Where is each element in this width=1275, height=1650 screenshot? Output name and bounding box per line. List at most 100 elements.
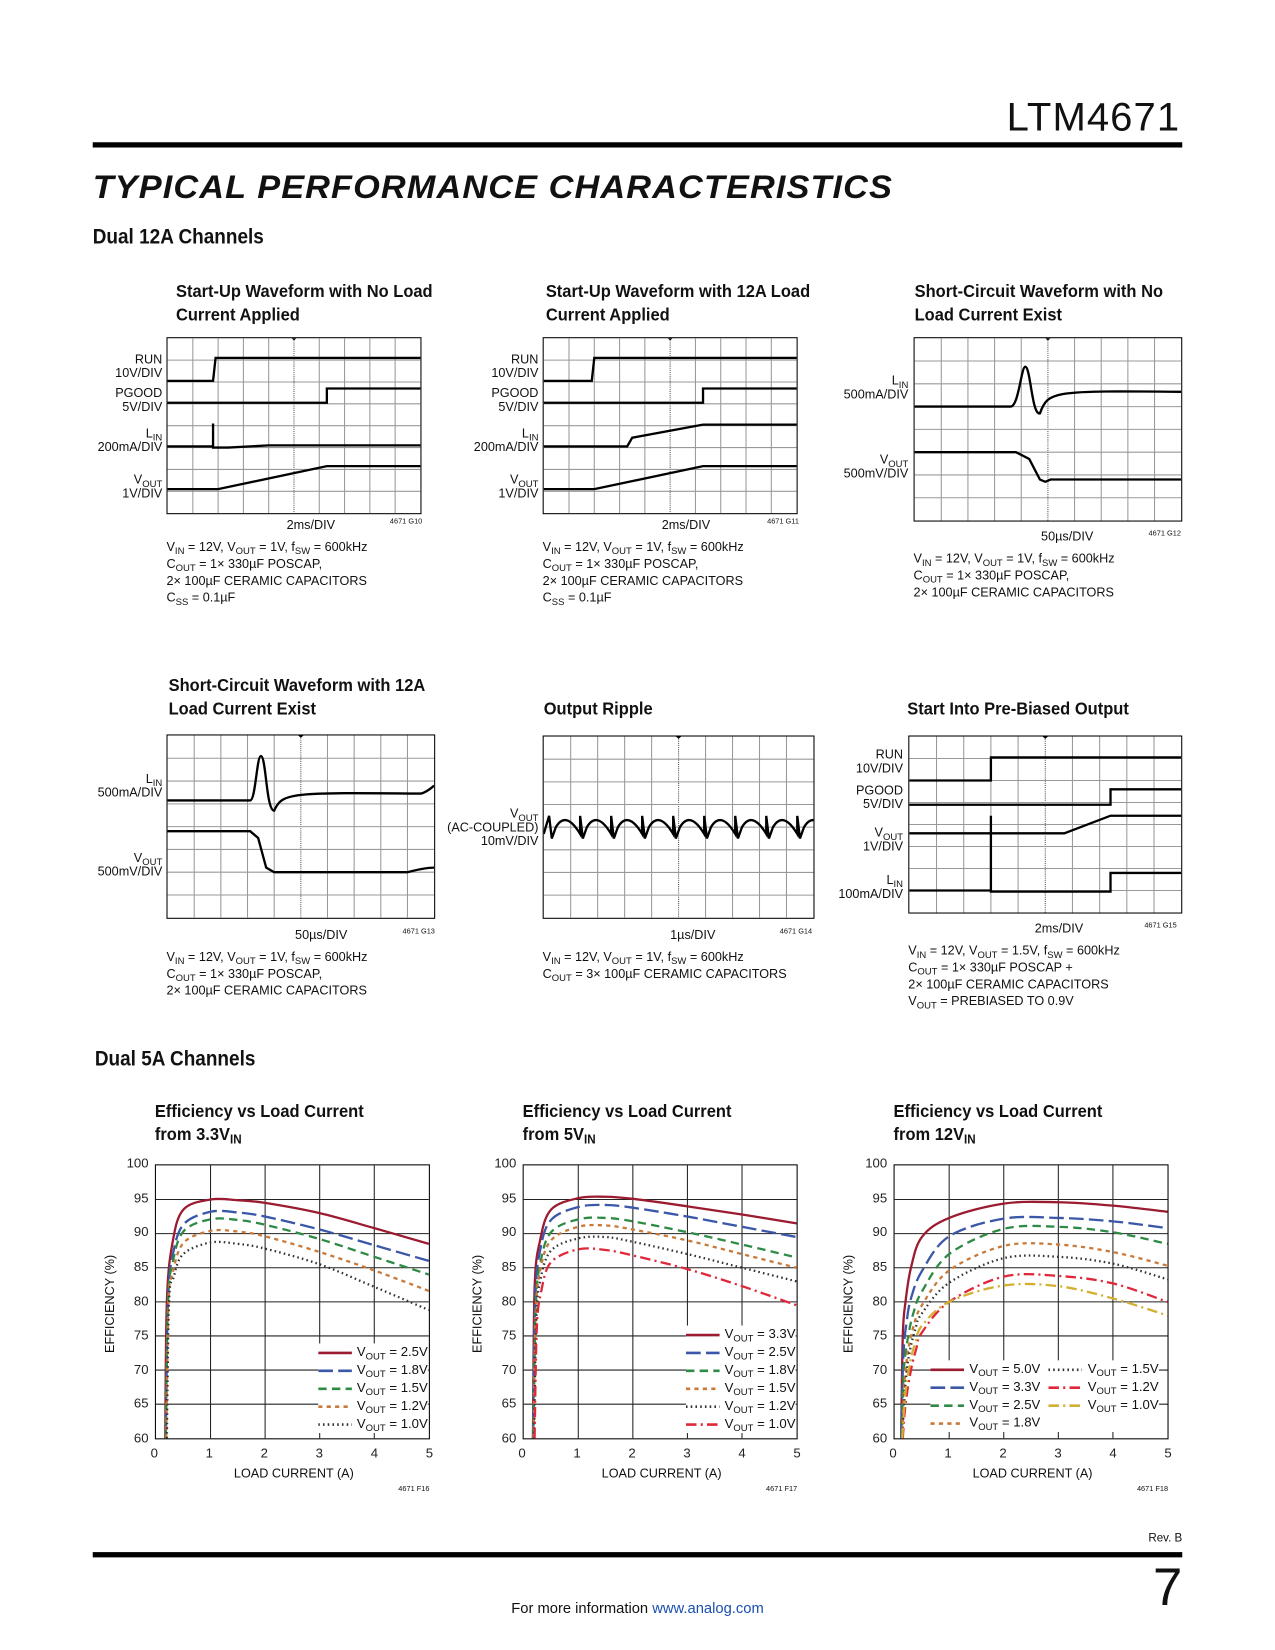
- oscilloscope-plot: [166, 734, 436, 919]
- y-tick-label: 80: [872, 1293, 888, 1309]
- series-line-vout-1-2v: [532, 1235, 797, 1439]
- section-title: TYPICAL PERFORMANCE CHARACTERISTICS: [92, 168, 894, 206]
- y-axis-label: EFFICIENCY (%): [840, 1254, 856, 1353]
- channel-label: VOUT 1V/DIV: [862, 825, 904, 854]
- legend-entry: VOUT = 3.3V: [930, 1378, 1040, 1396]
- scope-title-line: Current Applied: [545, 304, 670, 325]
- channel-label: LIN 200mA/DIV: [97, 425, 163, 455]
- y-tick-label: 90: [133, 1224, 149, 1240]
- figure-id: 4671 G14: [779, 928, 813, 936]
- legend-label: VOUT = 1.5V: [356, 1380, 428, 1398]
- figure-id: 4671 F18: [1136, 1485, 1169, 1494]
- legend-entry: VOUT = 1.8V: [930, 1414, 1040, 1432]
- y-tick-label: 70: [501, 1362, 517, 1377]
- footer-info: For more information www.analog.com: [0, 1600, 1275, 1617]
- waveform-trace: [909, 757, 1181, 780]
- x-tick-label: 5: [1164, 1445, 1172, 1461]
- waveform-trace: [544, 389, 797, 403]
- scope-title: Short-Circuit Waveform with 12A Load Curr…: [169, 674, 426, 720]
- legend-label: VOUT = 3.3V: [724, 1326, 796, 1344]
- x-tick-label: 1: [205, 1445, 213, 1461]
- chart-legend: VOUT = 2.5V VOUT = 1.8V VOUT = 1.5V VOUT = …: [317, 1343, 428, 1434]
- channel-label: RUN 10V/DIV: [855, 747, 904, 776]
- legend-label: VOUT = 2.5V: [724, 1344, 796, 1362]
- legend-label: VOUT = 1.0V: [1087, 1397, 1159, 1415]
- condition-line: CSS = 0.1µF: [166, 590, 236, 607]
- condition-line: VIN = 12V, VOUT = 1V, fSW = 600kHz: [166, 949, 368, 967]
- legend-swatch: [930, 1385, 965, 1389]
- legend-entry: VOUT = 1.2V: [685, 1397, 796, 1415]
- figure-id: 4671 G13: [402, 928, 435, 936]
- x-axis-label: LOAD CURRENT (A): [972, 1465, 1093, 1481]
- figure-id: 4671 G10: [389, 518, 423, 526]
- website-link[interactable]: www.analog.com: [652, 1599, 764, 1617]
- condition-line: COUT = 3× 100µF CERAMIC CAPACITORS: [542, 966, 787, 984]
- x-tick-label: 0: [889, 1445, 897, 1461]
- legend-entry: VOUT = 1.2V: [317, 1397, 428, 1415]
- trigger-marker: [291, 338, 297, 341]
- x-tick-label: 1: [573, 1445, 581, 1461]
- condition-line: COUT = 1× 330µF POSCAP,: [166, 966, 323, 984]
- x-tick-label: 2: [999, 1445, 1007, 1461]
- scope-title-line: Short-Circuit Waveform with 12A: [168, 675, 426, 696]
- timebase: 50µs/DIV: [1041, 528, 1094, 544]
- oscilloscope-plot: [913, 337, 1183, 522]
- series-line-vout-1-0v: [165, 1240, 430, 1439]
- timebase: 50µs/DIV: [295, 927, 348, 943]
- legend-label: VOUT = 1.0V: [724, 1416, 796, 1434]
- scope-title: Short-Circuit Waveform with No Load Curre…: [915, 280, 1163, 326]
- test-conditions: VIN = 12V, VOUT = 1V, fSW = 600kHz COUT =…: [914, 550, 1115, 601]
- scope-title-line: Short-Circuit Waveform with No: [914, 281, 1164, 302]
- scope-title: Output Ripple: [544, 698, 653, 721]
- channel-label: LIN 500mA/DIV: [843, 373, 909, 402]
- series-line-vout-1-2v: [901, 1273, 1168, 1439]
- waveform-trace: [915, 452, 1182, 482]
- legend-entry: VOUT = 1.5V: [1048, 1360, 1159, 1378]
- y-tick-label: 95: [501, 1190, 517, 1206]
- y-tick-label: 65: [133, 1396, 149, 1412]
- trigger-marker: [298, 735, 304, 738]
- y-tick-label: 95: [872, 1190, 888, 1206]
- series-line-vout-1-0v: [901, 1282, 1168, 1439]
- condition-line: 2× 100µF CERAMIC CAPACITORS: [166, 573, 367, 588]
- header-rule: [92, 142, 1183, 148]
- series-line-vout-1-8v: [532, 1216, 797, 1439]
- chart-legend: VOUT = 3.3V VOUT = 2.5V VOUT = 1.8V VOUT = …: [685, 1325, 796, 1434]
- legend-swatch: [1048, 1367, 1083, 1371]
- legend-label: VOUT = 1.5V: [724, 1380, 796, 1398]
- trigger-marker: [675, 736, 682, 739]
- channel-label: VOUT 1V/DIV: [122, 472, 163, 501]
- figure-id: 4671 G12: [1148, 530, 1181, 538]
- legend-swatch: [317, 1422, 352, 1426]
- oscilloscope-plot: [166, 337, 422, 515]
- legend-swatch: [1048, 1385, 1083, 1389]
- legend-swatch: [685, 1422, 720, 1426]
- x-axis-label: LOAD CURRENT (A): [601, 1465, 722, 1481]
- legend-label: VOUT = 1.8V: [969, 1415, 1041, 1432]
- condition-line: 2× 100µF CERAMIC CAPACITORS: [542, 573, 744, 588]
- waveform-trace: [168, 389, 421, 403]
- figure-id: 4671 G15: [1144, 921, 1177, 930]
- subsection-dual-5a: Dual 5A Channels: [94, 1047, 256, 1071]
- chart-title: Efficiency vs Load Current from 5VIN: [522, 1101, 732, 1147]
- legend-entry: VOUT = 5.0V: [930, 1360, 1040, 1378]
- legend-swatch: [685, 1351, 720, 1354]
- footer-text: For more information: [511, 1599, 653, 1617]
- oscilloscope-plot: [542, 337, 798, 515]
- y-tick-label: 90: [872, 1224, 888, 1240]
- scope-title-line: Start-Up Waveform with 12A Load: [545, 281, 811, 302]
- legend-entry: VOUT = 1.5V: [685, 1379, 796, 1398]
- legend-label: VOUT = 2.5V: [969, 1397, 1041, 1415]
- condition-line: COUT = 1× 330µF POSCAP,: [913, 567, 1070, 585]
- scope-title-line: Output Ripple: [543, 698, 653, 719]
- condition-line: VIN = 12V, VOUT = 1V, fSW = 600kHz: [913, 551, 1115, 568]
- legend-label: VOUT = 5.0V: [969, 1361, 1041, 1379]
- channel-label: RUN 10V/DIV: [115, 351, 163, 381]
- y-tick-label: 85: [133, 1259, 149, 1274]
- waveform-trace: [168, 831, 435, 872]
- scope-title: Start Into Pre-Biased Output: [907, 698, 1129, 721]
- y-tick-label: 75: [501, 1327, 517, 1343]
- x-tick-label: 4: [370, 1445, 379, 1461]
- channel-label: RUN 10V/DIV: [491, 351, 539, 381]
- waveform-trace: [168, 466, 421, 489]
